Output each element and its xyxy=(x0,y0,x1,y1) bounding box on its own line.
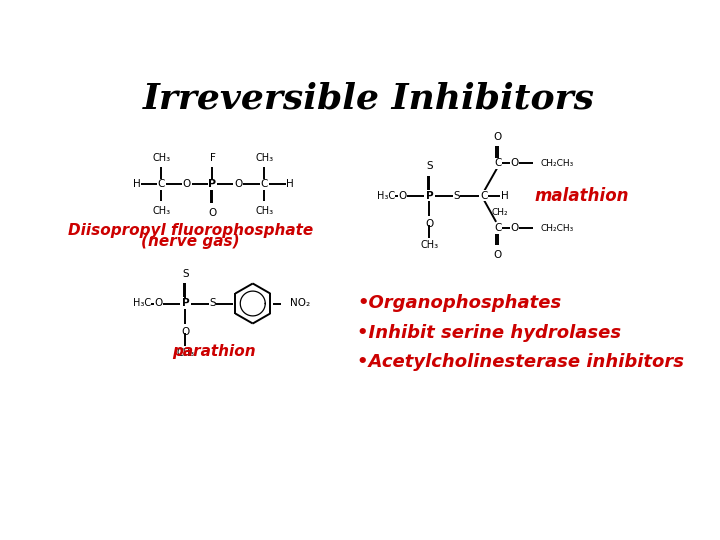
Text: H₃C: H₃C xyxy=(132,299,150,308)
Text: S: S xyxy=(209,299,216,308)
Text: O: O xyxy=(426,219,433,229)
Text: O: O xyxy=(183,179,191,189)
Text: CH₃: CH₃ xyxy=(152,153,171,163)
Text: parathion: parathion xyxy=(172,343,256,359)
Text: CH₂CH₃: CH₂CH₃ xyxy=(540,159,574,168)
Text: H₃C: H₃C xyxy=(377,191,395,201)
Text: •Acetylcholinesterase inhibitors: •Acetylcholinesterase inhibitors xyxy=(357,353,685,371)
Text: O: O xyxy=(493,249,502,260)
Text: P: P xyxy=(181,299,189,308)
Text: O: O xyxy=(181,327,189,336)
Text: O: O xyxy=(154,299,162,308)
Text: (nerve gas): (nerve gas) xyxy=(141,234,240,249)
Text: O: O xyxy=(398,191,407,201)
Text: CH₃: CH₃ xyxy=(256,206,274,217)
Text: S: S xyxy=(182,269,189,279)
Text: CH₃: CH₃ xyxy=(176,348,194,358)
Text: NO₂: NO₂ xyxy=(290,299,310,308)
Text: Irreversible Inhibitors: Irreversible Inhibitors xyxy=(143,82,595,116)
Text: •Inhibit serine hydrolases: •Inhibit serine hydrolases xyxy=(357,324,621,342)
Text: O: O xyxy=(493,132,502,142)
Text: H: H xyxy=(286,179,294,189)
Text: H: H xyxy=(500,191,508,201)
Text: P: P xyxy=(208,179,217,189)
Text: S: S xyxy=(454,191,460,201)
Text: C: C xyxy=(158,179,165,189)
Text: C: C xyxy=(261,179,268,189)
Text: CH₃: CH₃ xyxy=(152,206,171,217)
Text: S: S xyxy=(426,161,433,171)
Text: C: C xyxy=(494,158,501,168)
Text: Diisopropyl fluorophosphate: Diisopropyl fluorophosphate xyxy=(68,222,313,238)
Text: CH₂CH₃: CH₂CH₃ xyxy=(540,224,574,233)
Text: C: C xyxy=(494,223,501,233)
Text: O: O xyxy=(208,208,217,218)
Text: H: H xyxy=(132,179,140,189)
Text: CH₃: CH₃ xyxy=(420,240,438,251)
Text: O: O xyxy=(510,158,519,168)
Text: •Organophosphates: •Organophosphates xyxy=(357,294,562,313)
Text: C: C xyxy=(480,191,487,201)
Text: O: O xyxy=(234,179,242,189)
Text: P: P xyxy=(426,191,433,201)
Text: CH₃: CH₃ xyxy=(256,153,274,163)
Text: CH₂: CH₂ xyxy=(492,208,508,217)
Text: malathion: malathion xyxy=(535,187,629,205)
Text: F: F xyxy=(210,153,215,163)
Text: O: O xyxy=(510,223,519,233)
